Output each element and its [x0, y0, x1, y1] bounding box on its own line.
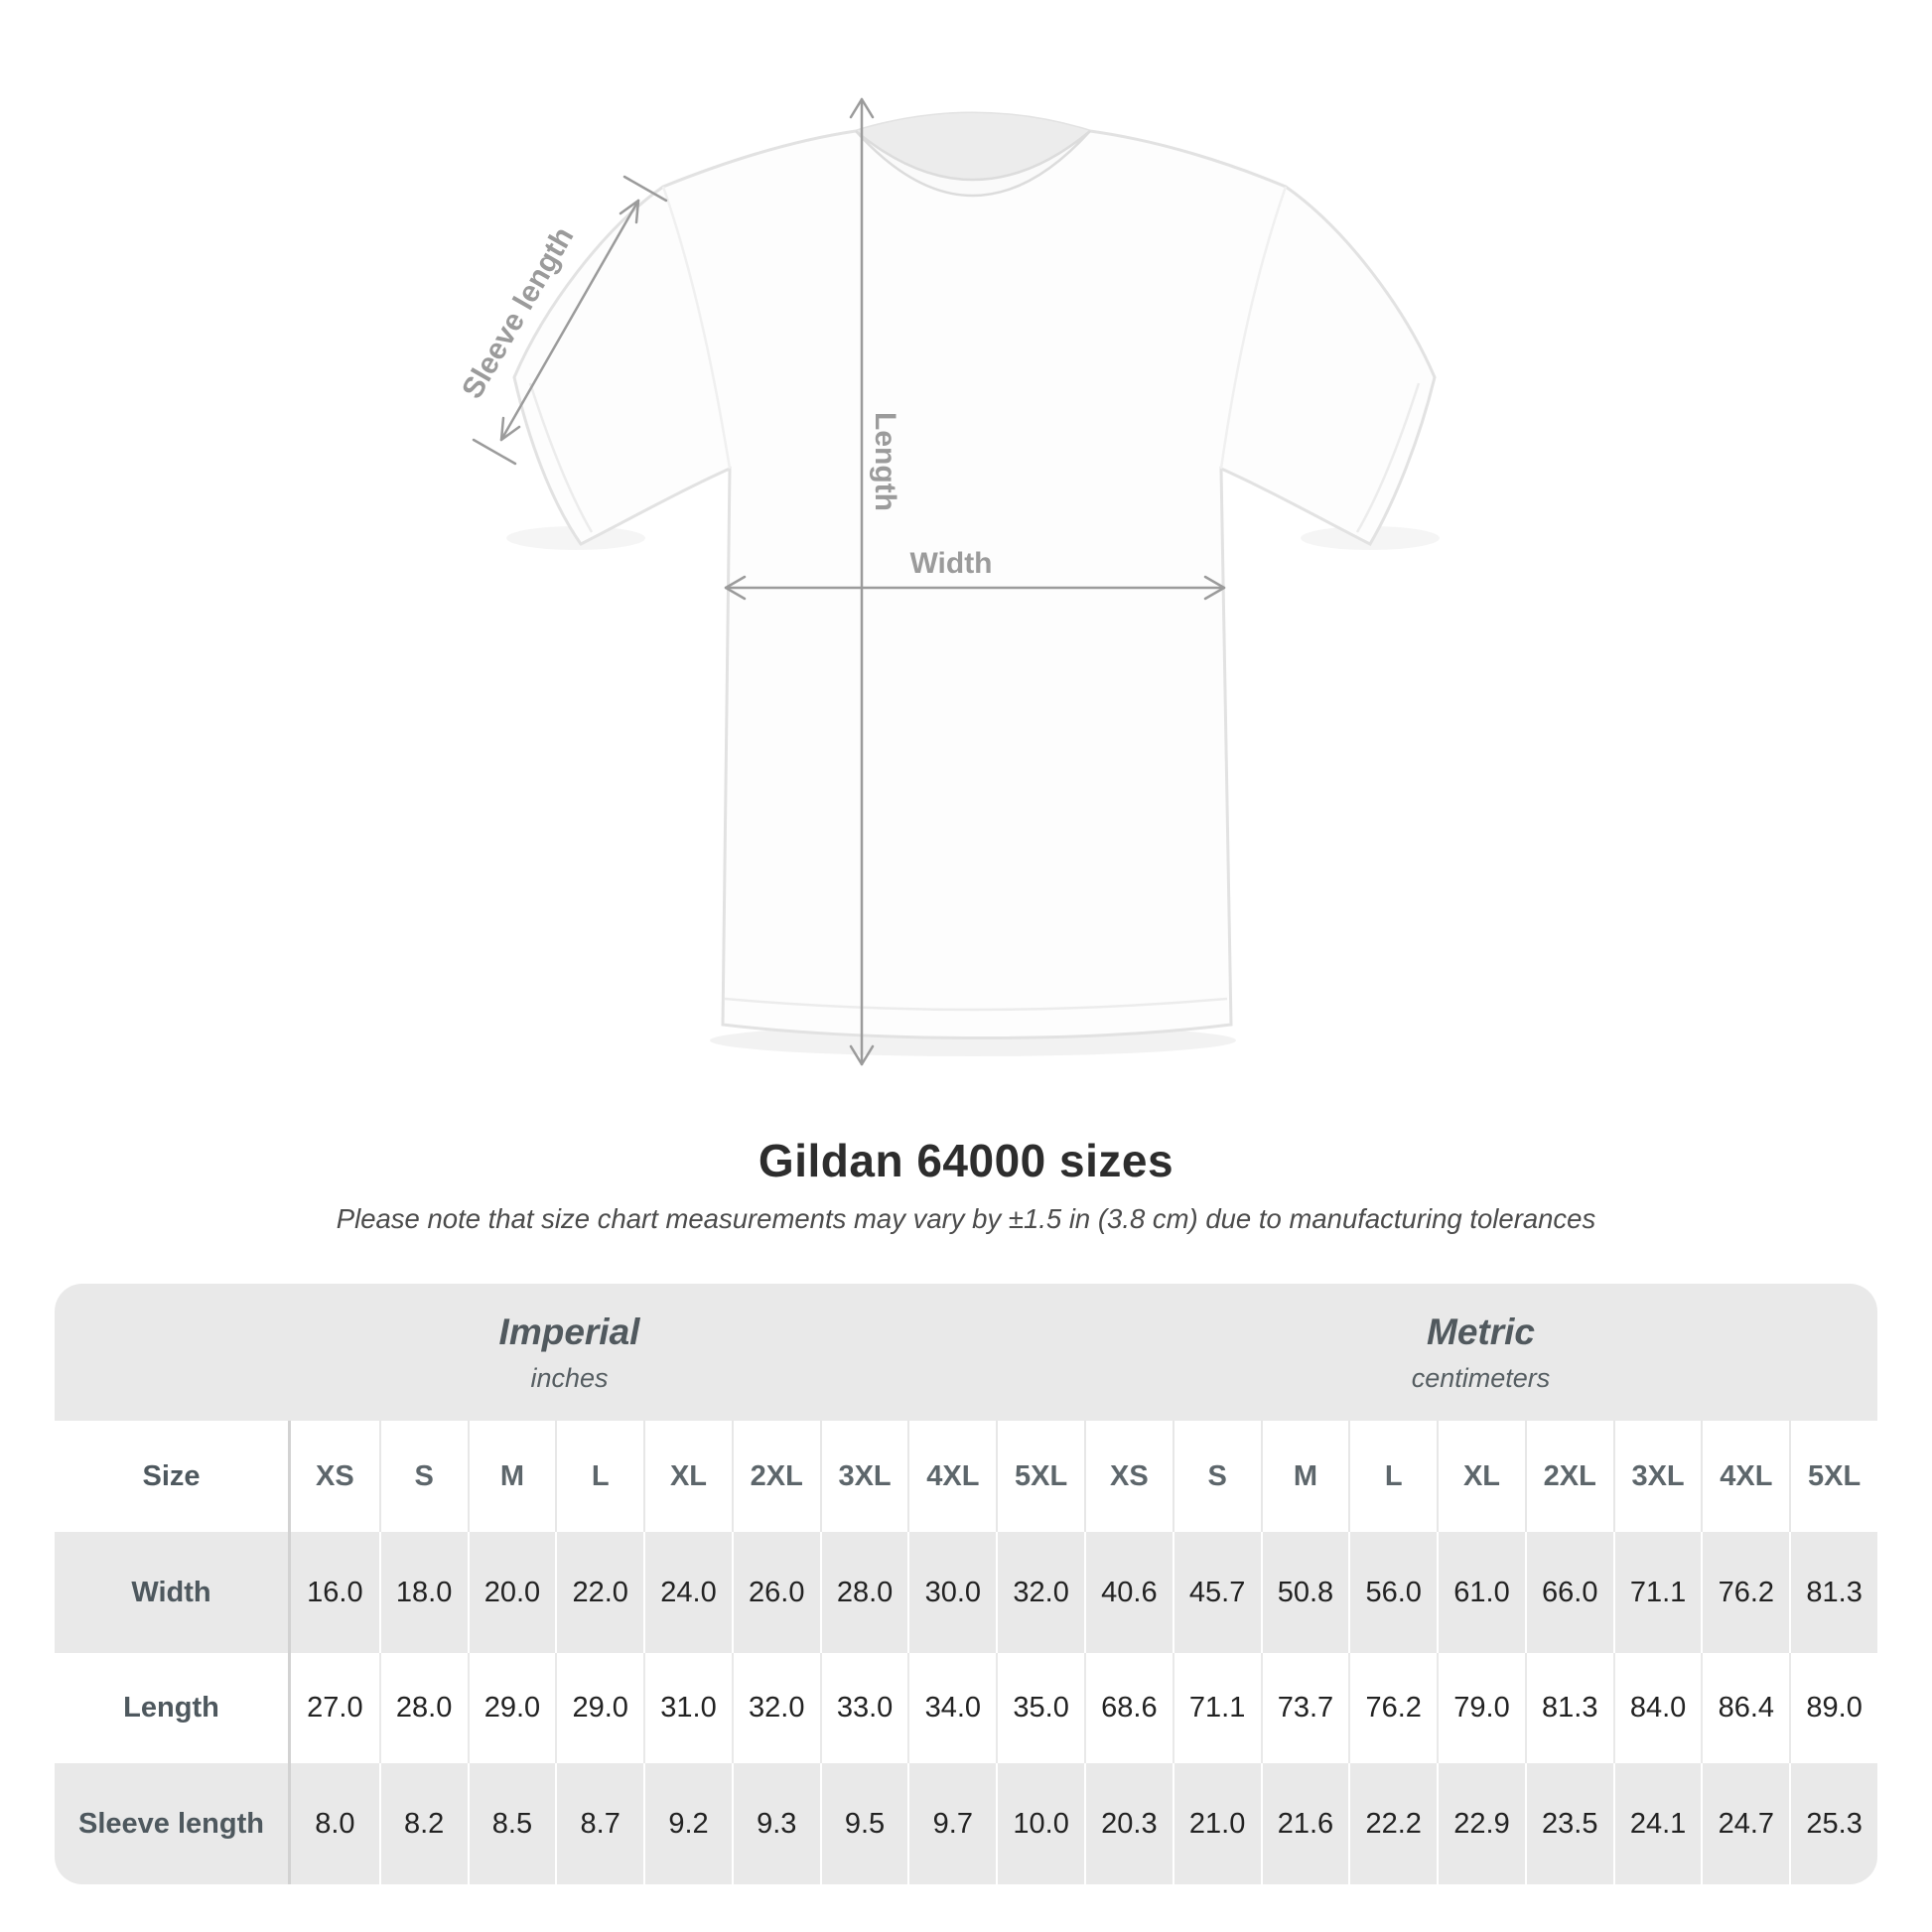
cell-length-imperial-xl: 31.0 — [643, 1653, 732, 1763]
metric-size-header-l: L — [1348, 1421, 1438, 1532]
cell-sleeve-length-metric-2xl: 23.5 — [1524, 1763, 1613, 1884]
cell-width-imperial-4xl: 30.0 — [907, 1532, 997, 1653]
cell-width-imperial-5xl: 32.0 — [996, 1532, 1084, 1653]
tshirt-graphic — [512, 111, 1437, 1040]
metric-section-header: Metric centimeters — [1084, 1284, 1877, 1421]
cell-sleeve-length-imperial-xl: 9.2 — [643, 1763, 732, 1884]
cell-width-metric-m: 50.8 — [1260, 1532, 1349, 1653]
cell-length-metric-5xl: 89.0 — [1789, 1653, 1877, 1763]
metric-size-header-m: M — [1260, 1421, 1349, 1532]
cell-sleeve-length-metric-5xl: 25.3 — [1789, 1763, 1877, 1884]
cell-length-metric-xl: 79.0 — [1437, 1653, 1525, 1763]
imperial-size-header-xs: XS — [291, 1421, 379, 1532]
cell-length-imperial-s: 28.0 — [378, 1653, 468, 1763]
cell-length-metric-l: 76.2 — [1348, 1653, 1438, 1763]
imperial-title: Imperial — [498, 1311, 640, 1352]
cell-length-metric-s: 71.1 — [1172, 1653, 1261, 1763]
cell-width-metric-xl: 61.0 — [1437, 1532, 1525, 1653]
imperial-size-header-3xl: 3XL — [819, 1421, 908, 1532]
metric-size-header-xl: XL — [1437, 1421, 1525, 1532]
length-label: Length — [869, 412, 901, 511]
cell-width-imperial-s: 18.0 — [378, 1532, 468, 1653]
imperial-size-header-4xl: 4XL — [907, 1421, 997, 1532]
imperial-section-header: Imperial inches — [55, 1284, 1084, 1421]
cell-sleeve-length-metric-l: 22.2 — [1348, 1763, 1438, 1884]
size-table: Imperial inches Metric centimeters Size X… — [55, 1284, 1877, 1884]
metric-title: Metric — [1427, 1311, 1535, 1352]
cell-width-metric-xs: 40.6 — [1084, 1532, 1173, 1653]
page-title: Gildan 64000 sizes — [758, 1135, 1174, 1186]
cell-sleeve-length-imperial-m: 8.5 — [467, 1763, 556, 1884]
cell-sleeve-length-metric-m: 21.6 — [1260, 1763, 1349, 1884]
cell-width-imperial-xs: 16.0 — [291, 1532, 379, 1653]
cell-sleeve-length-imperial-l: 8.7 — [555, 1763, 644, 1884]
row-label-sleeve-length: Sleeve length — [55, 1763, 291, 1884]
row-label-width: Width — [55, 1532, 291, 1653]
cell-sleeve-length-imperial-2xl: 9.3 — [731, 1763, 820, 1884]
cell-width-imperial-l: 22.0 — [555, 1532, 644, 1653]
width-annotation: Width — [724, 547, 1226, 601]
cell-width-metric-5xl: 81.3 — [1789, 1532, 1877, 1653]
cell-width-imperial-xl: 24.0 — [643, 1532, 732, 1653]
cell-width-metric-l: 56.0 — [1348, 1532, 1438, 1653]
cell-width-imperial-3xl: 28.0 — [819, 1532, 908, 1653]
cell-sleeve-length-metric-xs: 20.3 — [1084, 1763, 1173, 1884]
cell-length-imperial-3xl: 33.0 — [819, 1653, 908, 1763]
tolerance-note: Please note that size chart measurements… — [336, 1203, 1596, 1234]
metric-size-header-5xl: 5XL — [1789, 1421, 1877, 1532]
cell-width-metric-s: 45.7 — [1172, 1532, 1261, 1653]
imperial-size-header-m: M — [467, 1421, 556, 1532]
imperial-unit: inches — [530, 1362, 609, 1393]
width-label: Width — [909, 547, 992, 580]
cell-sleeve-length-imperial-xs: 8.0 — [291, 1763, 379, 1884]
cell-sleeve-length-metric-xl: 22.9 — [1437, 1763, 1525, 1884]
cell-length-metric-m: 73.7 — [1260, 1653, 1349, 1763]
size-column-header: Size — [55, 1421, 291, 1532]
cell-width-imperial-m: 20.0 — [467, 1532, 556, 1653]
cell-length-imperial-m: 29.0 — [467, 1653, 556, 1763]
cell-length-imperial-2xl: 32.0 — [731, 1653, 820, 1763]
metric-unit: centimeters — [1411, 1362, 1551, 1393]
cell-length-metric-3xl: 84.0 — [1612, 1653, 1702, 1763]
cell-length-metric-xs: 68.6 — [1084, 1653, 1173, 1763]
length-annotation: Length — [849, 97, 901, 1066]
cell-length-imperial-5xl: 35.0 — [996, 1653, 1084, 1763]
cell-length-imperial-4xl: 34.0 — [907, 1653, 997, 1763]
imperial-size-header-5xl: 5XL — [996, 1421, 1084, 1532]
tshirt-diagram: Sleeve length Length Width — [456, 97, 1440, 1066]
cell-sleeve-length-imperial-3xl: 9.5 — [819, 1763, 908, 1884]
cell-sleeve-length-imperial-5xl: 10.0 — [996, 1763, 1084, 1884]
cell-length-metric-4xl: 86.4 — [1701, 1653, 1790, 1763]
imperial-size-header-xl: XL — [643, 1421, 732, 1532]
cell-width-imperial-2xl: 26.0 — [731, 1532, 820, 1653]
cell-width-metric-2xl: 66.0 — [1524, 1532, 1613, 1653]
metric-size-header-s: S — [1172, 1421, 1261, 1532]
cell-length-metric-2xl: 81.3 — [1524, 1653, 1613, 1763]
cell-length-imperial-xs: 27.0 — [291, 1653, 379, 1763]
metric-size-header-xs: XS — [1084, 1421, 1173, 1532]
metric-size-header-4xl: 4XL — [1701, 1421, 1790, 1532]
imperial-size-header-s: S — [378, 1421, 468, 1532]
cell-sleeve-length-metric-4xl: 24.7 — [1701, 1763, 1790, 1884]
cell-length-imperial-l: 29.0 — [555, 1653, 644, 1763]
row-label-length: Length — [55, 1653, 291, 1763]
metric-size-header-2xl: 2XL — [1524, 1421, 1613, 1532]
cell-sleeve-length-metric-s: 21.0 — [1172, 1763, 1261, 1884]
cell-sleeve-length-imperial-4xl: 9.7 — [907, 1763, 997, 1884]
cell-width-metric-3xl: 71.1 — [1612, 1532, 1702, 1653]
metric-size-header-3xl: 3XL — [1612, 1421, 1702, 1532]
cell-sleeve-length-imperial-s: 8.2 — [378, 1763, 468, 1884]
imperial-size-header-l: L — [555, 1421, 644, 1532]
cell-width-metric-4xl: 76.2 — [1701, 1532, 1790, 1653]
imperial-size-header-2xl: 2XL — [731, 1421, 820, 1532]
cell-sleeve-length-metric-3xl: 24.1 — [1612, 1763, 1702, 1884]
